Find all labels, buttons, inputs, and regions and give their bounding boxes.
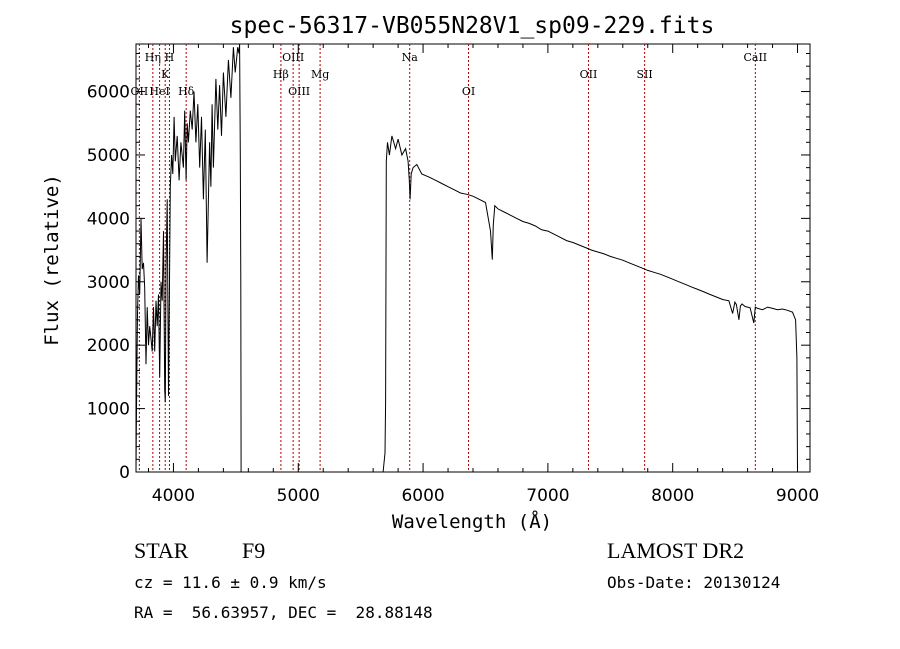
redshift-velocity: cz = 11.6 ± 0.9 km/s — [134, 573, 327, 592]
spectral-line-label: Hδ — [178, 85, 195, 98]
object-class: STAR — [134, 538, 189, 563]
x-tick-label: 8000 — [651, 486, 694, 506]
spectral-line-label: Hβ — [273, 68, 289, 81]
spectral-line-label: HeI — [149, 85, 169, 98]
spectral-line-label: Mg — [311, 68, 329, 81]
y-tick-label: 0 — [119, 463, 130, 483]
spectral-line-label: OIII — [282, 51, 304, 64]
x-axis-label: Wavelength (Å) — [392, 510, 552, 533]
y-tick-label: 4000 — [87, 209, 130, 229]
spectral-line-label: OI — [462, 85, 475, 98]
spectral-line-label: Hη — [145, 51, 161, 64]
x-tick-label: 4000 — [152, 486, 195, 506]
x-axis: 4000 5000 6000 7000 8000 9000 — [147, 44, 819, 506]
x-tick-label: 5000 — [277, 486, 320, 506]
y-tick-label: 1000 — [87, 400, 130, 420]
y-axis-label: Flux (relative) — [41, 174, 63, 346]
spectral-line-label: SII — [637, 68, 653, 81]
spectral-line-label: OII — [580, 68, 598, 81]
spectral-line-label: OIII — [288, 85, 310, 98]
y-tick-label: 3000 — [87, 273, 130, 293]
y-axis: 0 1000 2000 3000 4000 5000 6000 — [87, 53, 810, 483]
x-tick-label: 7000 — [526, 486, 569, 506]
spectrum-line — [135, 43, 798, 473]
observation-date: Obs-Date: 20130124 — [607, 573, 781, 592]
coordinates: RA = 56.63957, DEC = 28.88148 — [134, 603, 433, 622]
y-tick-label: 2000 — [87, 336, 130, 356]
survey-name: LAMOST DR2 — [607, 538, 745, 563]
object-subclass: F9 — [242, 538, 266, 563]
plot-frame — [135, 43, 811, 473]
spectral-line-label: H — [165, 51, 175, 64]
spectral-line-label: K — [161, 68, 170, 81]
x-tick-label: 6000 — [401, 486, 444, 506]
x-tick-label: 9000 — [776, 486, 819, 506]
spectral-line-label: CaII — [743, 51, 767, 64]
y-tick-label: 5000 — [87, 146, 130, 166]
spectral-line-label: Na — [402, 51, 419, 64]
y-tick-label: 6000 — [87, 83, 130, 103]
chart-title: spec-56317-VB055N28V1_sp09-229.fits — [230, 13, 715, 39]
